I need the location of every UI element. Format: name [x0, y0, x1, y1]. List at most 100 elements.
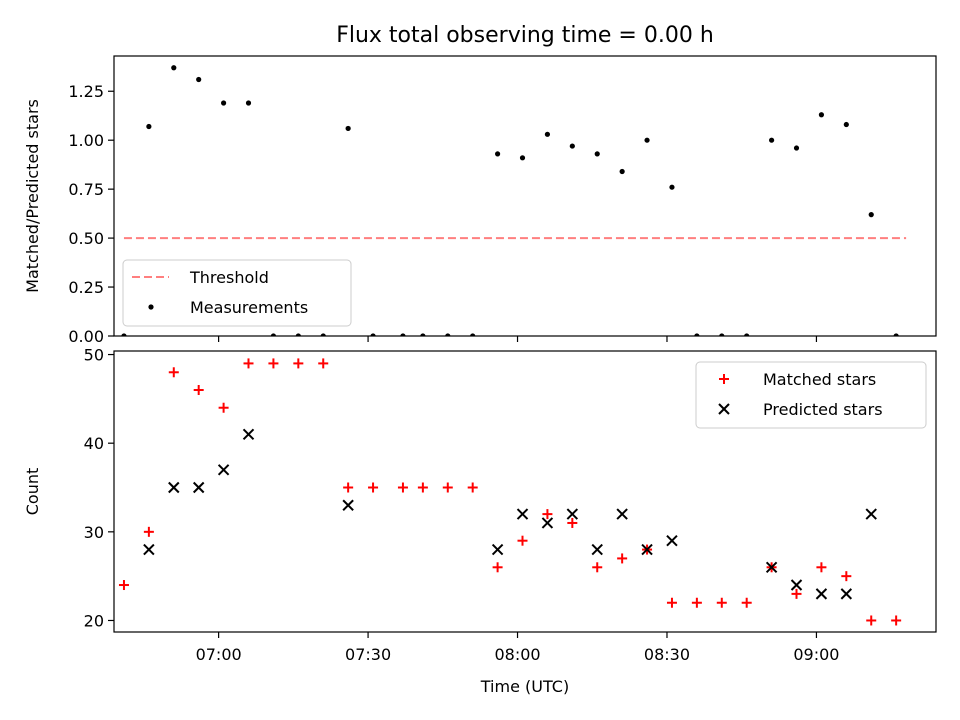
legend-swatch	[719, 374, 729, 384]
measurement-point	[146, 123, 152, 130]
legend-label: Predicted stars	[763, 400, 883, 419]
measurement-point	[619, 168, 625, 175]
measurement-point	[519, 155, 526, 161]
matched-star-point	[666, 597, 677, 608]
predicted-star-point	[192, 481, 205, 494]
series-predicted-stars	[143, 428, 877, 600]
x-axis-label: Time (UTC)	[480, 677, 569, 696]
matched-star-point	[218, 402, 229, 413]
measurement-point	[594, 151, 600, 157]
measurement-point	[644, 137, 650, 143]
y-tick-label: 20	[84, 611, 104, 630]
predicted-star-point	[815, 588, 828, 600]
measurement-point	[843, 121, 849, 128]
matched-star-point	[397, 482, 408, 493]
predicted-star-point	[242, 428, 255, 441]
chart-title: Flux total observing time = 0.00 h	[336, 23, 714, 48]
plot-area	[118, 358, 902, 626]
matched-star-point	[343, 482, 354, 493]
predicted-star-point	[143, 543, 155, 556]
measurement-point	[470, 333, 476, 336]
predicted-star-point	[616, 508, 628, 520]
measurement-point	[295, 333, 301, 336]
predicted-star-point	[491, 543, 504, 556]
matched-star-point	[467, 482, 478, 493]
measurement-point	[744, 333, 750, 336]
legend-swatch	[718, 403, 730, 415]
legend-swatch	[148, 304, 154, 310]
chart-panel-count: 20 30 40 50 07:00 07:30 08:00 08:30 09:00 Count Ti…	[23, 346, 937, 696]
matched-star-point	[791, 588, 802, 599]
measurement-point	[270, 333, 277, 336]
chart-panel-ratio: Flux total observing time = 0.00 h 0.00 0.…	[23, 23, 937, 346]
measurement-point	[818, 112, 825, 118]
measurement-point	[245, 100, 252, 106]
predicted-star-point	[541, 517, 554, 529]
matched-star-point	[542, 509, 553, 520]
y-tick-label: 30	[84, 523, 104, 542]
measurement-point	[569, 143, 575, 149]
matched-star-point	[368, 482, 379, 493]
matched-star-point	[118, 580, 129, 591]
matched-star-point	[143, 526, 154, 537]
matched-star-point	[891, 615, 902, 626]
matched-star-point	[243, 358, 254, 369]
predicted-star-point	[840, 588, 853, 600]
matched-star-point	[617, 553, 628, 564]
predicted-star-point	[790, 579, 803, 591]
legend: Threshold Measurements	[122, 259, 352, 327]
legend-label: Matched stars	[763, 370, 876, 389]
matched-star-point	[193, 385, 204, 396]
y-tick-label: 0.25	[68, 278, 104, 297]
matched-star-point	[268, 358, 279, 369]
legend-label: Measurements	[190, 298, 308, 317]
legend-box	[695, 361, 927, 429]
matched-star-point	[716, 597, 727, 608]
y-tick-label: 50	[84, 346, 104, 365]
matched-star-point	[816, 562, 827, 573]
matched-star-point	[592, 562, 603, 573]
y-tick-label: 0.75	[68, 180, 104, 199]
measurement-point	[420, 333, 426, 336]
matched-star-point	[841, 571, 852, 582]
measurement-point	[719, 333, 725, 336]
measurement-point	[445, 333, 451, 336]
y-tick-label: 40	[84, 434, 104, 453]
y-tick-label: 0.00	[68, 327, 104, 346]
predicted-star-point	[641, 543, 653, 556]
axes-frame	[113, 350, 937, 633]
measurement-point	[769, 137, 775, 143]
axes-frame	[113, 55, 937, 337]
predicted-star-point	[566, 508, 579, 520]
x-tick-label: 07:30	[345, 645, 391, 664]
matched-star-point	[691, 597, 702, 608]
measurement-point	[495, 151, 501, 157]
predicted-star-point	[591, 543, 603, 556]
y-tick-label: 0.50	[68, 229, 104, 248]
measurement-point	[669, 184, 675, 190]
predicted-star-point	[516, 508, 529, 520]
legend-label: Threshold	[189, 268, 269, 287]
matched-star-point	[417, 482, 428, 493]
matched-star-point	[517, 535, 528, 546]
predicted-star-point	[342, 499, 354, 511]
y-tick-label: 1.25	[68, 82, 104, 101]
matched-star-point	[442, 482, 453, 493]
measurement-point	[694, 333, 700, 336]
x-tick-label: 07:00	[196, 645, 242, 664]
matched-star-point	[168, 367, 179, 378]
measurement-point	[121, 333, 127, 336]
y-tick-label: 1.00	[68, 131, 104, 150]
plot-area	[121, 65, 907, 336]
matched-star-point	[318, 358, 329, 369]
measurement-point	[868, 212, 874, 218]
measurement-point	[345, 125, 351, 132]
series-matched-stars	[118, 358, 902, 626]
measurement-point	[544, 131, 551, 137]
predicted-star-point	[168, 481, 180, 494]
matched-star-point	[741, 597, 752, 608]
predicted-star-point	[865, 508, 877, 520]
measurement-point	[320, 333, 326, 336]
y-axis-label: Matched/Predicted stars	[23, 99, 42, 293]
